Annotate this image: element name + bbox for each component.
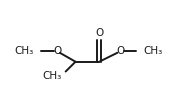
Text: CH₃: CH₃	[42, 71, 62, 81]
Text: O: O	[95, 28, 103, 38]
Text: CH₃: CH₃	[144, 46, 163, 56]
Text: CH₃: CH₃	[14, 46, 34, 56]
Text: O: O	[53, 46, 62, 56]
Text: O: O	[116, 46, 124, 56]
